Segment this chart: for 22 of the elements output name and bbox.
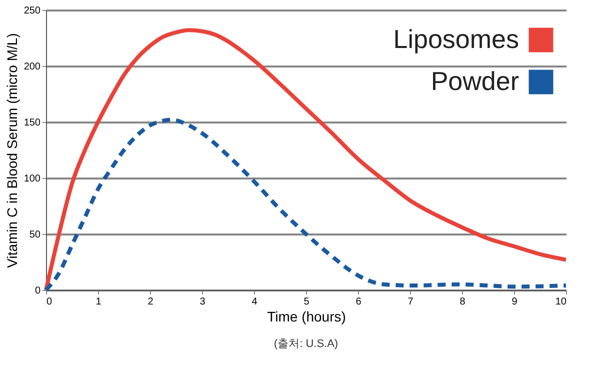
x-tick-label: 4 <box>252 296 258 308</box>
x-axis-title: Time (hours) <box>267 308 346 324</box>
y-tick-label: 250 <box>24 6 41 16</box>
y-tick-label: 0 <box>34 286 41 296</box>
legend-label: Powder <box>430 66 520 96</box>
x-tick-label: 5 <box>304 296 310 308</box>
y-tick-label: 100 <box>24 174 41 184</box>
x-tick-label: 9 <box>512 296 518 308</box>
y-tick-label: 50 <box>29 230 41 240</box>
x-tick-label: 7 <box>408 296 414 308</box>
x-tick-label: 6 <box>356 296 362 308</box>
y-tick-label: 150 <box>24 118 41 128</box>
x-tick-label: 1 <box>96 296 102 308</box>
x-tick-label: 8 <box>460 296 466 308</box>
x-tick-label: 0 <box>46 296 52 308</box>
text: (출처: U.S.A) <box>274 338 338 350</box>
legend-label: Liposomes <box>393 24 519 54</box>
y-axis-title: Vitamin C in Blood Serum (micro M/L) <box>4 33 20 268</box>
x-tick-label: 10 <box>555 296 567 308</box>
x-tick-label: 2 <box>148 296 154 308</box>
y-tick-label: 200 <box>24 62 41 72</box>
x-tick-label: 3 <box>200 296 206 308</box>
